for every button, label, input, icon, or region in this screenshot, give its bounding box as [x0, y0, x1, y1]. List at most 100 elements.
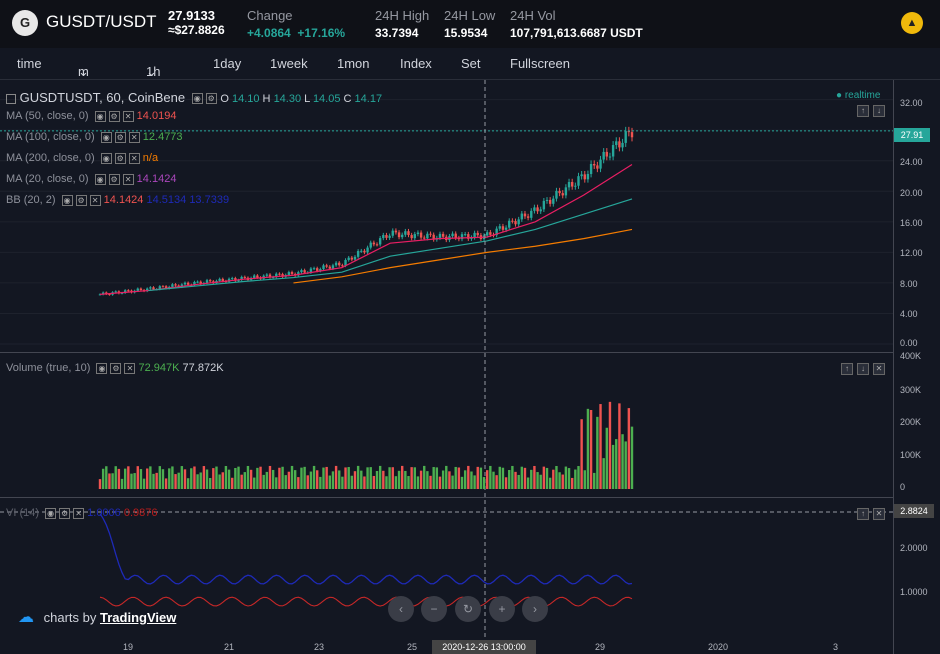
eye-icon[interactable]: ◉	[96, 362, 108, 374]
gear-icon[interactable]: ⚙	[110, 362, 122, 374]
pane-divider[interactable]	[0, 497, 893, 498]
price-block: 27.9133 ≈$27.8826	[168, 8, 225, 37]
volume-bar	[237, 466, 240, 489]
eye-icon[interactable]: ◉	[100, 152, 112, 164]
pane-up-icon[interactable]: ↑	[841, 363, 853, 375]
candle	[312, 268, 316, 270]
eye-icon[interactable]: ◉	[61, 194, 73, 206]
close-icon[interactable]: ✕	[124, 362, 136, 374]
pane-down-icon[interactable]: ↓	[857, 363, 869, 375]
candle	[555, 190, 558, 199]
candle	[101, 292, 105, 295]
day-button[interactable]: 1day	[213, 56, 242, 71]
gear-icon[interactable]: ⚙	[114, 131, 126, 143]
volume-bar	[275, 477, 278, 489]
candle	[498, 226, 501, 229]
close-icon[interactable]: ✕	[128, 131, 140, 143]
eye-icon[interactable]: ◉	[94, 110, 106, 122]
candle	[331, 265, 335, 269]
candle	[473, 232, 476, 238]
gear-icon[interactable]: ⚙	[59, 507, 71, 519]
pane-close-icon[interactable]: ✕	[873, 363, 885, 375]
price-chart[interactable]	[0, 80, 893, 654]
candle	[630, 132, 634, 138]
candle	[322, 265, 325, 270]
pane-divider[interactable]	[0, 352, 893, 353]
candle	[530, 210, 533, 218]
index-button[interactable]: Index	[400, 56, 432, 71]
close-label: C	[343, 93, 352, 105]
vi-legend: VI (14) ◉ ⚙ ✕ 1.0006 0.9876	[6, 507, 158, 519]
volume-bar	[586, 408, 590, 489]
gear-icon[interactable]: ⚙	[108, 110, 120, 122]
close-icon[interactable]: ✕	[122, 173, 134, 185]
pane-down-icon[interactable]: ↓	[873, 105, 885, 117]
pane-up-icon[interactable]: ↑	[857, 508, 869, 520]
eye-icon[interactable]: ◉	[45, 507, 57, 519]
volume-bar	[344, 467, 347, 489]
volume-bar	[520, 466, 524, 489]
month-button[interactable]: 1mon	[337, 56, 370, 71]
volume-bar	[577, 466, 580, 489]
volume-bar	[492, 471, 495, 489]
reset-icon[interactable]: ↻	[455, 596, 481, 622]
time-tick: 21	[224, 642, 235, 652]
week-button[interactable]: 1week	[270, 56, 308, 71]
pane-close-icon[interactable]: ✕	[873, 508, 885, 520]
pane-up-icon[interactable]: ↑	[857, 105, 869, 117]
time-button[interactable]: time	[17, 56, 42, 71]
collapse-icon[interactable]	[6, 93, 16, 104]
scroll-right-icon[interactable]: ›	[522, 596, 548, 622]
time-tick: 25	[407, 642, 418, 652]
ma-line-3	[293, 228, 633, 284]
volume-bar	[533, 465, 536, 489]
volume-bar	[149, 466, 152, 489]
gear-icon[interactable]: ⚙	[75, 194, 87, 206]
gear-icon[interactable]: ⚙	[205, 93, 217, 105]
close-icon[interactable]: ✕	[89, 194, 101, 206]
volume-bar	[205, 469, 209, 489]
ma-line-1	[99, 164, 633, 295]
zoom-out-icon[interactable]: −	[421, 596, 447, 622]
scroll-left-icon[interactable]: ‹	[388, 596, 414, 622]
price-tick: 4.00	[900, 309, 918, 319]
candle	[114, 291, 117, 293]
vol-label: 24H Vol	[510, 8, 556, 23]
gear-icon[interactable]: ⚙	[114, 152, 126, 164]
tradingview-attribution[interactable]: ☁ charts by TradingView	[18, 607, 176, 627]
volume-bar	[183, 469, 187, 489]
high-block: 24H High 33.7394	[375, 8, 429, 40]
volume-bar	[445, 465, 448, 489]
time-tick: 23	[314, 642, 325, 652]
volume-bar	[180, 466, 184, 489]
zoom-in-icon[interactable]: +	[489, 596, 515, 622]
price-tick: 8.00	[900, 279, 918, 289]
vi-value-tag: 2.8824	[894, 504, 934, 518]
eye-icon[interactable]: ◉	[191, 93, 203, 105]
candle	[429, 233, 432, 235]
volume-bar	[316, 470, 319, 489]
candle	[615, 141, 618, 146]
volume-bar	[401, 465, 404, 489]
volume-bar	[105, 466, 108, 489]
eye-icon[interactable]: ◉	[94, 173, 106, 185]
volume-bar	[530, 469, 533, 489]
close-icon[interactable]: ✕	[128, 152, 140, 164]
shirt-icon[interactable]: ▲	[901, 12, 923, 34]
volume-bar	[171, 466, 174, 489]
volume-bar	[605, 427, 609, 489]
volume-bar	[334, 465, 338, 489]
close-icon[interactable]: ✕	[122, 110, 134, 122]
set-button[interactable]: Set	[461, 56, 481, 71]
gear-icon[interactable]: ⚙	[108, 173, 120, 185]
candle	[385, 235, 388, 238]
tradingview-brand[interactable]: TradingView	[100, 610, 177, 625]
eye-icon[interactable]: ◉	[100, 131, 112, 143]
close-icon[interactable]: ✕	[73, 507, 85, 519]
volume-bar	[416, 476, 420, 489]
fullscreen-button[interactable]: Fullscreen	[510, 56, 570, 71]
volume-bar	[319, 476, 322, 489]
vi-plus-line	[99, 513, 633, 585]
candle	[344, 259, 347, 266]
low-block: 24H Low 15.9534	[444, 8, 495, 40]
